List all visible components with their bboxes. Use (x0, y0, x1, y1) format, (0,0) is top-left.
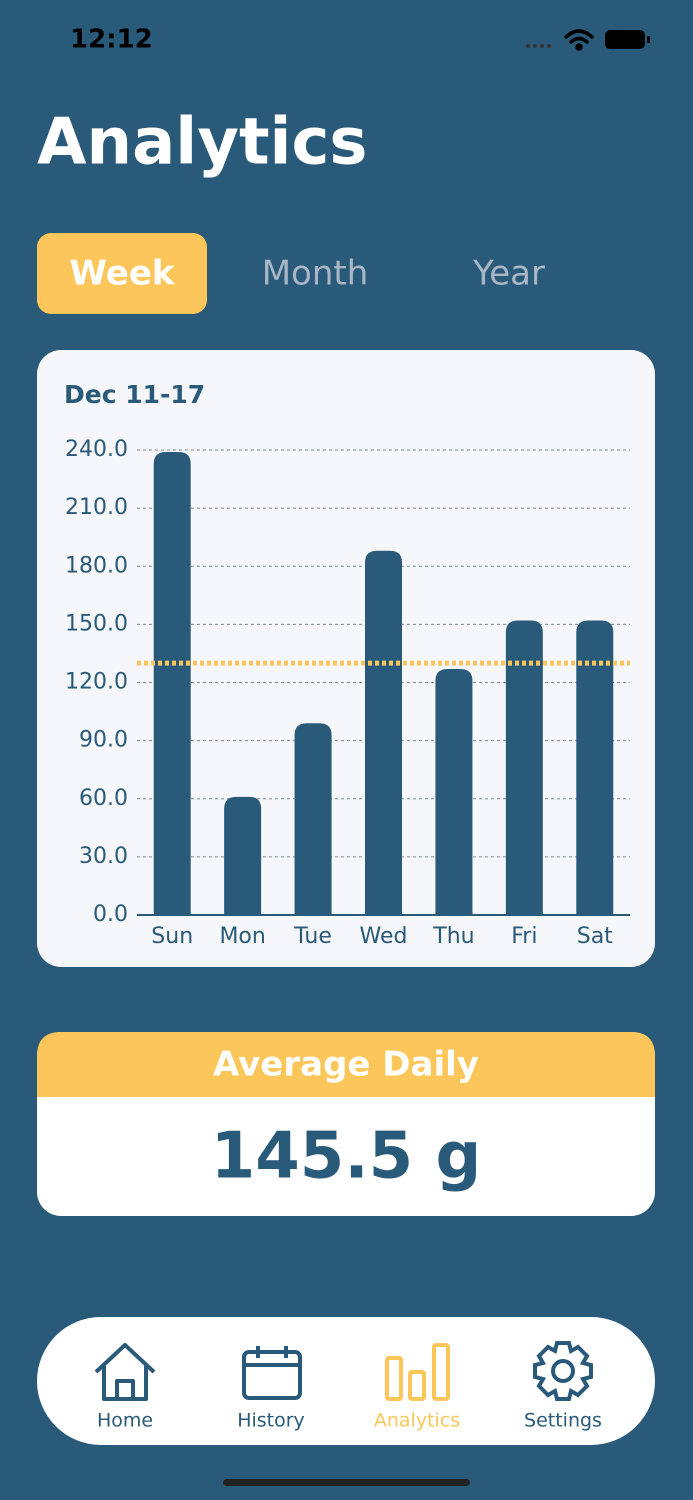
y-tick-label: 120.0 (65, 670, 128, 695)
y-tick-label: 210.0 (65, 495, 128, 520)
analytics-icon[interactable] (385, 1343, 450, 1401)
status-time: 12:12 (70, 25, 153, 55)
plot: 0.0 30.0 60.0 90.0 120.0 150.0 180.0 210.0 240.0… (65, 437, 630, 949)
bar (576, 620, 614, 915)
nav-label[interactable]: Settings (524, 1410, 602, 1432)
x-tick-label: Fri (511, 924, 537, 949)
tab[interactable]: Year (472, 254, 545, 294)
x-tick-label: Sat (577, 924, 613, 949)
summary-value: 145.5 g (211, 1120, 482, 1194)
chart-card (37, 350, 655, 967)
nav-label[interactable]: Analytics (374, 1410, 460, 1432)
summary-label: Average Daily (213, 1045, 479, 1085)
history-icon[interactable] (242, 1346, 302, 1400)
tab-active-bg[interactable] (37, 233, 207, 314)
nav-bar (37, 1317, 655, 1445)
x-tick-label: Wed (360, 924, 408, 949)
signal-icon (526, 44, 551, 48)
chart-title: Dec 11-17 (64, 380, 205, 409)
battery-icon (605, 30, 650, 49)
x-tick-label: Mon (219, 924, 265, 949)
bar (294, 723, 332, 915)
page-title: Analytics (37, 106, 368, 180)
tab[interactable]: Month (262, 254, 369, 294)
wifi-icon (564, 29, 594, 51)
summary-header (37, 1032, 655, 1097)
bar (153, 451, 191, 915)
home-icon[interactable] (94, 1343, 156, 1401)
y-tick-label: 0.0 (93, 902, 128, 927)
nav-label[interactable]: Home (97, 1410, 153, 1432)
nav-label[interactable]: History (237, 1410, 305, 1432)
y-tick-label: 60.0 (79, 786, 128, 811)
y-tick-label: 180.0 (65, 553, 128, 578)
settings-icon[interactable] (533, 1341, 593, 1401)
x-tick-label: Thu (432, 924, 474, 949)
y-tick-label: 240.0 (65, 437, 128, 462)
tab[interactable]: Week (69, 254, 175, 294)
y-tick-label: 30.0 (79, 844, 128, 869)
bar (435, 668, 473, 915)
y-tick-label: 90.0 (79, 728, 128, 753)
home-indicator (223, 1479, 470, 1486)
bar (365, 550, 402, 915)
x-tick-label: Tue (293, 924, 332, 949)
y-tick-label: 150.0 (65, 611, 128, 636)
bar (224, 796, 262, 915)
bar (505, 620, 543, 915)
x-tick-label: Sun (151, 924, 193, 949)
